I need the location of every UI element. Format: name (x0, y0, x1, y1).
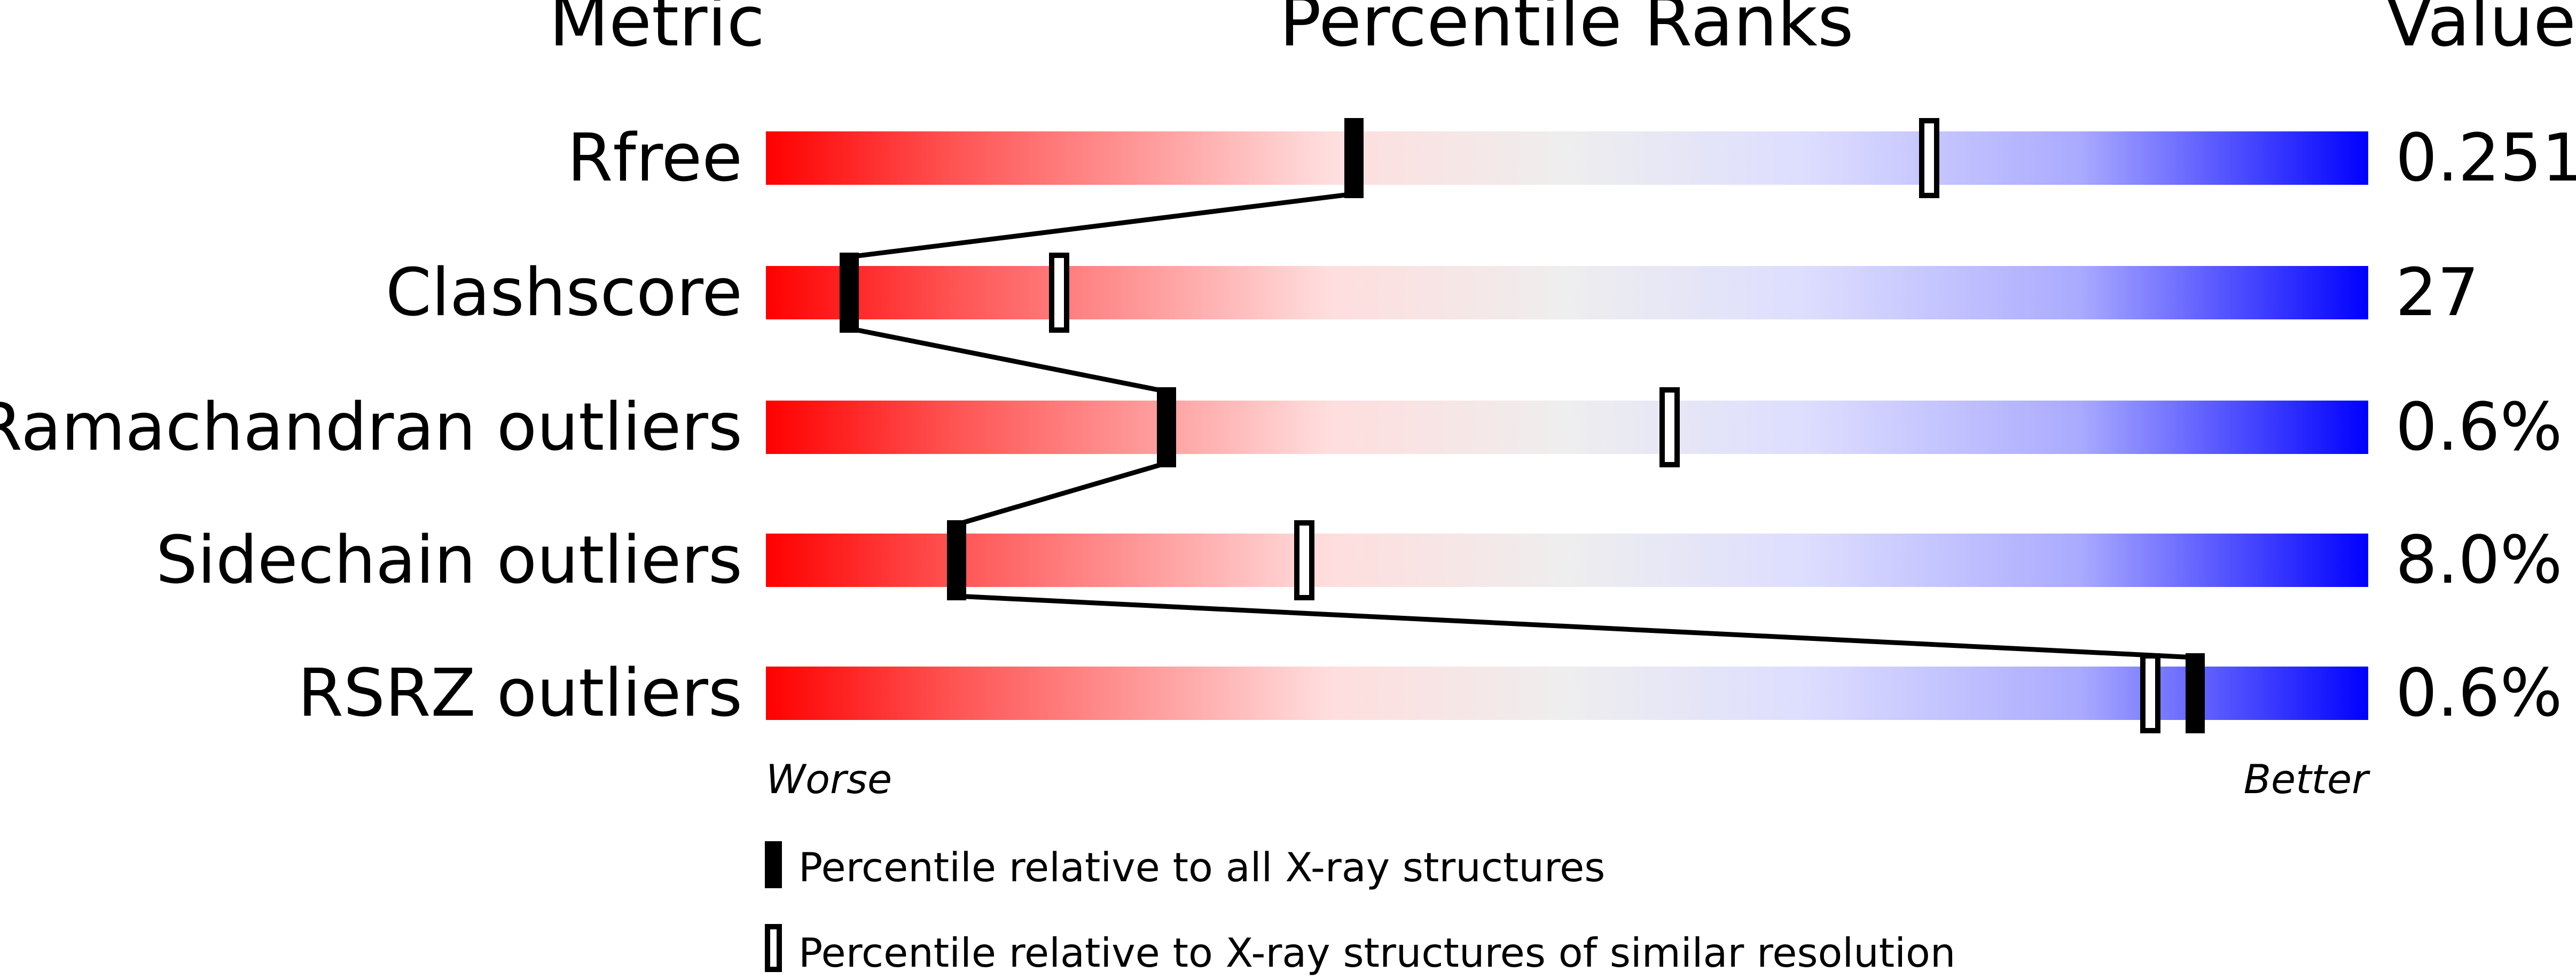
marker-similar-resolution (1049, 253, 1069, 333)
connector-line (849, 191, 1354, 260)
marker-all-structures (2186, 653, 2205, 733)
metric-label: Clashscore (386, 255, 742, 331)
percentile-bar (766, 667, 2368, 720)
marker-all-structures (1157, 387, 1176, 467)
metric-value: 0.6% (2395, 389, 2563, 466)
connector-line (849, 326, 1167, 394)
header-metric: Metric (549, 0, 765, 62)
percentile-bar (766, 534, 2368, 587)
marker-all-structures (840, 253, 859, 333)
marker-similar-resolution (1659, 387, 1680, 467)
header-value: Value (2385, 0, 2576, 62)
connector-line (956, 460, 1168, 527)
metric-label: RSRZ outliers (298, 655, 742, 732)
percentile-bar (766, 401, 2368, 454)
axis-label-worse: Worse (766, 756, 892, 803)
marker-similar-resolution (1294, 520, 1314, 600)
percentile-bar (766, 266, 2368, 319)
marker-all-structures (947, 520, 966, 600)
header-percentile-ranks: Percentile Ranks (1279, 0, 1853, 62)
metric-label: Sidechain outliers (156, 522, 742, 599)
metric-value: 0.251 (2395, 120, 2576, 197)
marker-similar-resolution (2140, 653, 2160, 733)
metric-label: Rfree (567, 120, 742, 197)
metric-value: 8.0% (2395, 522, 2563, 599)
marker-similar-resolution (1919, 118, 1939, 198)
legend-hollow-label: Percentile relative to X-ray structures … (798, 929, 1955, 976)
legend-filled-label: Percentile relative to all X-ray structu… (798, 844, 1605, 891)
metric-label: Ramachandran outliers (0, 389, 742, 466)
legend-filled-marker (765, 841, 782, 888)
percentile-bar (766, 131, 2368, 185)
metric-value: 0.6% (2395, 655, 2563, 732)
axis-label-better: Better (2244, 756, 2371, 803)
legend-hollow-marker (765, 924, 782, 972)
connector-line (956, 593, 2196, 660)
marker-all-structures (1344, 118, 1364, 198)
metric-value: 27 (2395, 255, 2479, 331)
